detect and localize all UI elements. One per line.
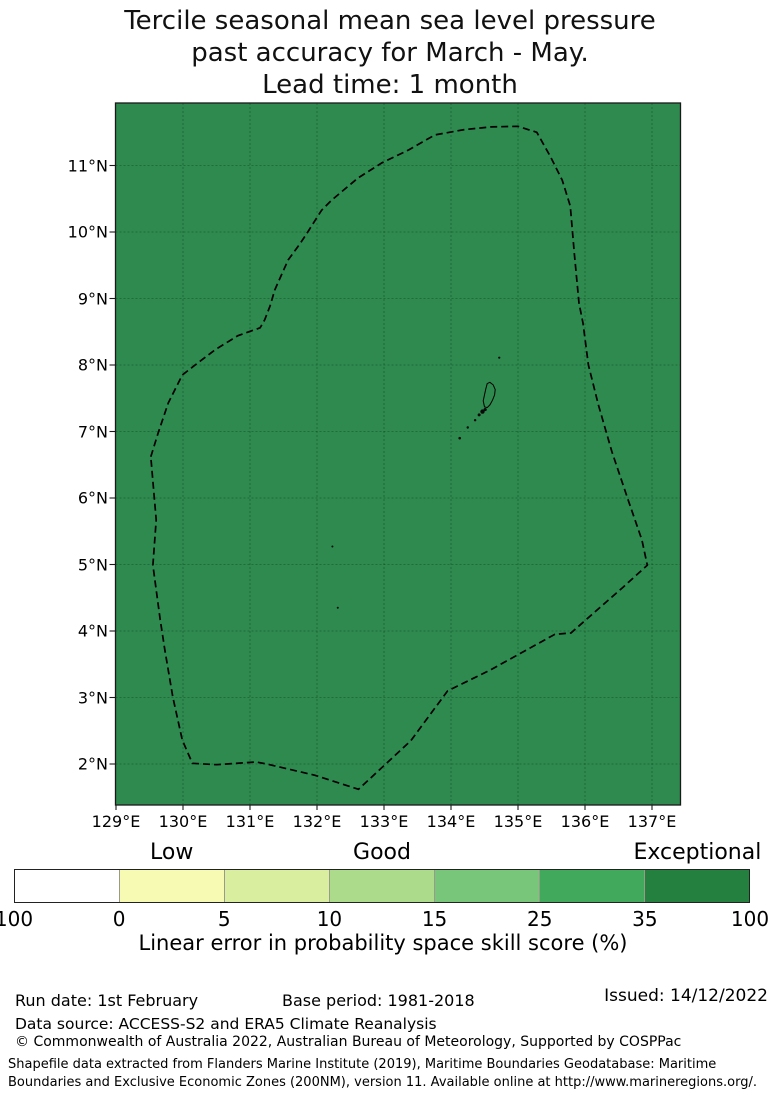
y-tick-label-11°N: 11°N bbox=[67, 156, 108, 175]
x-tick-label-129°E: 129°E bbox=[91, 812, 141, 831]
islet-dot bbox=[331, 545, 334, 548]
x-tick-label-130°E: 130°E bbox=[158, 812, 208, 831]
footer-data-source: Data source: ACCESS-S2 and ERA5 Climate … bbox=[15, 1015, 437, 1033]
colorbar-segment-0 bbox=[15, 870, 120, 902]
chart-title-line-2: past accuracy for March - May. bbox=[191, 38, 589, 68]
colorbar-category-good: Good bbox=[353, 840, 411, 865]
colorbar-segment-4 bbox=[435, 870, 540, 902]
map-background bbox=[115, 103, 681, 805]
colorbar-category-low: Low bbox=[150, 840, 194, 865]
colorbar-segment-2 bbox=[225, 870, 330, 902]
colorbar-caption: Linear error in probability space skill … bbox=[138, 931, 628, 955]
colorbar-tick-6: 35 bbox=[632, 907, 658, 931]
x-tick-label-135°E: 135°E bbox=[493, 812, 543, 831]
x-tick-label-133°E: 133°E bbox=[359, 812, 409, 831]
chart-title: Tercile seasonal mean sea level pressure… bbox=[0, 5, 780, 101]
footer-copyright: © Commonwealth of Australia 2022, Austra… bbox=[15, 1034, 682, 1050]
colorbar-tick-4: 15 bbox=[421, 907, 448, 931]
colorbar-tick-2: 5 bbox=[217, 907, 231, 931]
colorbar-segment-1 bbox=[120, 870, 225, 902]
colorbar-tick-3: 10 bbox=[316, 907, 343, 931]
colorbar-tick-5: 25 bbox=[526, 907, 553, 931]
colorbar-category-exceptional: Exceptional bbox=[633, 840, 762, 865]
footer-run-date: Run date: 1st February bbox=[15, 991, 199, 1010]
y-tick-label-3°N: 3°N bbox=[77, 688, 108, 707]
colorbar-segment-3 bbox=[330, 870, 435, 902]
x-tick-label-131°E: 131°E bbox=[225, 812, 275, 831]
chart-title-line-3: Lead time: 1 month bbox=[262, 70, 518, 100]
map-frame bbox=[114, 102, 682, 806]
colorbar-tick-1: 0 bbox=[112, 907, 126, 931]
y-tick-label-2°N: 2°N bbox=[77, 754, 108, 774]
islet-dot bbox=[458, 436, 462, 440]
axis-tick-marks bbox=[109, 164, 653, 810]
y-tick-label-9°N: 9°N bbox=[77, 289, 108, 308]
y-tick-label-4°N: 4°N bbox=[77, 621, 108, 641]
main-island-outline bbox=[482, 381, 496, 409]
islet-dot bbox=[480, 409, 485, 414]
islet-dot bbox=[336, 606, 339, 609]
x-tick-label-132°E: 132°E bbox=[292, 812, 342, 831]
colorbar-tick-7: 100 bbox=[730, 907, 770, 931]
x-tick-label-137°E: 137°E bbox=[627, 812, 677, 831]
y-tick-label-6°N: 6°N bbox=[77, 488, 108, 508]
islet-dot bbox=[498, 356, 501, 359]
islet-dot bbox=[466, 426, 469, 429]
footer-shapefile-note: Shapefile data extracted from Flanders M… bbox=[8, 1057, 757, 1090]
islet-dot bbox=[477, 413, 481, 417]
x-tick-label-136°E: 136°E bbox=[560, 812, 610, 831]
y-tick-label-5°N: 5°N bbox=[77, 555, 108, 574]
islet-dot bbox=[483, 407, 487, 412]
footer-base-period: Base period: 1981-2018 bbox=[282, 991, 475, 1010]
x-tick-label-134°E: 134°E bbox=[426, 812, 476, 831]
map-gridlines bbox=[115, 103, 681, 805]
colorbar-segment-5 bbox=[540, 870, 645, 902]
colorbar-segment-6 bbox=[645, 870, 749, 902]
chart-title-line-1: Tercile seasonal mean sea level pressure bbox=[124, 6, 656, 36]
colorbar bbox=[14, 869, 750, 903]
colorbar-tick-0: 100 bbox=[0, 907, 34, 931]
y-tick-label-7°N: 7°N bbox=[77, 422, 108, 441]
footer-issued-date: Issued: 14/12/2022 bbox=[604, 986, 768, 1006]
y-tick-label-8°N: 8°N bbox=[77, 355, 108, 375]
islet-dot bbox=[473, 418, 477, 422]
y-tick-label-10°N: 10°N bbox=[67, 222, 108, 242]
palau-islands bbox=[331, 356, 501, 609]
